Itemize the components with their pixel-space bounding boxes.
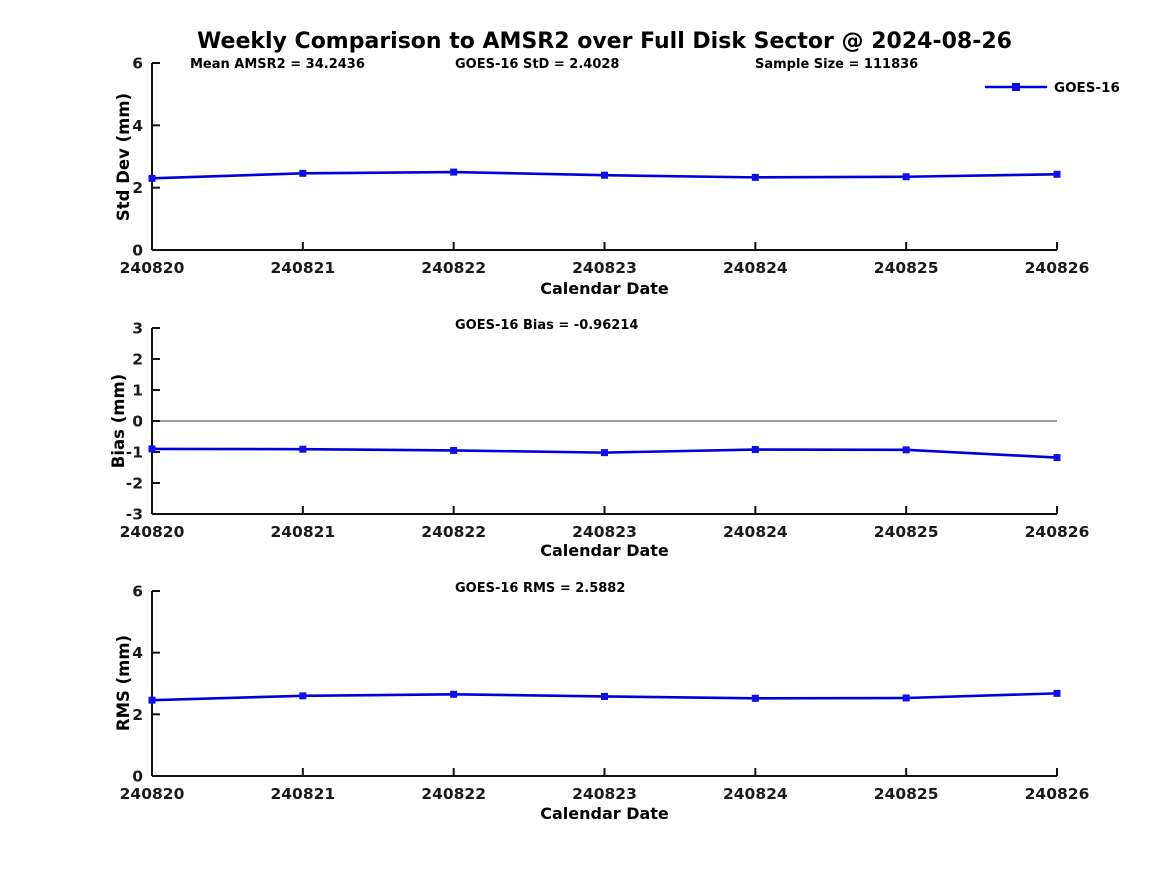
series-marker [299,169,307,177]
annotation-goes16-rms: GOES-16 RMS = 2.5882 [455,581,626,596]
series-marker [601,692,608,700]
x-tick-label: 240823 [572,259,637,277]
x-tick-label: 240820 [120,785,185,803]
series-marker [902,446,910,454]
y-tick-label: 2 [132,351,143,369]
x-tick-label: 240825 [874,259,939,277]
x-tick-label: 240824 [723,785,788,803]
xlabel-std-dev: Calendar Date [540,279,669,298]
y-tick-label: 2 [132,706,143,724]
series-marker [601,449,608,457]
x-tick-label: 240821 [270,259,335,277]
y-tick-label: -2 [126,475,143,493]
xlabel-rms: Calendar Date [540,804,669,823]
series-marker [450,168,458,176]
series-marker [450,446,458,454]
y-tick-label: 0 [132,242,143,260]
series-marker [902,173,910,181]
series-marker [148,445,156,453]
y-tick-label: 6 [132,583,143,601]
x-tick-label: 240820 [120,259,185,277]
x-tick-label: 240825 [874,523,939,541]
series-marker [148,696,156,704]
series-marker [751,173,759,181]
x-tick-label: 240823 [572,785,637,803]
x-tick-label: 240823 [572,523,637,541]
figure-title: Weekly Comparison to AMSR2 over Full Dis… [197,29,1012,54]
series-marker [1053,689,1061,697]
series-marker [450,690,458,698]
series-marker [1053,454,1061,462]
series-marker [751,694,759,702]
annotation-goes16-bias: GOES-16 Bias = -0.96214 [455,318,639,333]
legend-label: GOES-16 [1054,80,1120,96]
y-tick-label: 6 [132,55,143,73]
series-marker [601,171,608,179]
y-tick-label: 0 [132,413,143,431]
annotation-mean-amsr2: Mean AMSR2 = 34.2436 [190,57,365,72]
series-marker [299,445,307,453]
x-tick-label: 240821 [270,785,335,803]
y-tick-label: 3 [132,320,143,338]
y-tick-label: 4 [132,644,143,662]
y-tick-label: 2 [132,179,143,197]
x-tick-label: 240824 [723,523,788,541]
annotation-sample-size: Sample Size = 111836 [755,57,919,72]
x-tick-label: 240826 [1025,523,1090,541]
y-tick-label: 0 [132,768,143,786]
x-tick-label: 240820 [120,523,185,541]
y-tick-label: -1 [126,444,143,462]
series-marker [751,446,759,454]
x-tick-label: 240826 [1025,785,1090,803]
xlabel-bias: Calendar Date [540,541,669,560]
x-tick-label: 240821 [270,523,335,541]
x-tick-label: 240825 [874,785,939,803]
series-marker [902,694,910,702]
y-tick-label: -3 [126,506,143,524]
x-tick-label: 240826 [1025,259,1090,277]
x-tick-label: 240822 [421,523,486,541]
y-tick-label: 1 [132,382,143,400]
legend-marker-icon [1012,83,1020,91]
series-marker [148,174,156,182]
y-tick-label: 4 [132,117,143,135]
x-tick-label: 240822 [421,785,486,803]
series-marker [299,692,307,700]
series-marker [1053,170,1061,178]
annotation-goes16-std: GOES-16 StD = 2.4028 [455,57,620,72]
x-tick-label: 240822 [421,259,486,277]
x-tick-label: 240824 [723,259,788,277]
